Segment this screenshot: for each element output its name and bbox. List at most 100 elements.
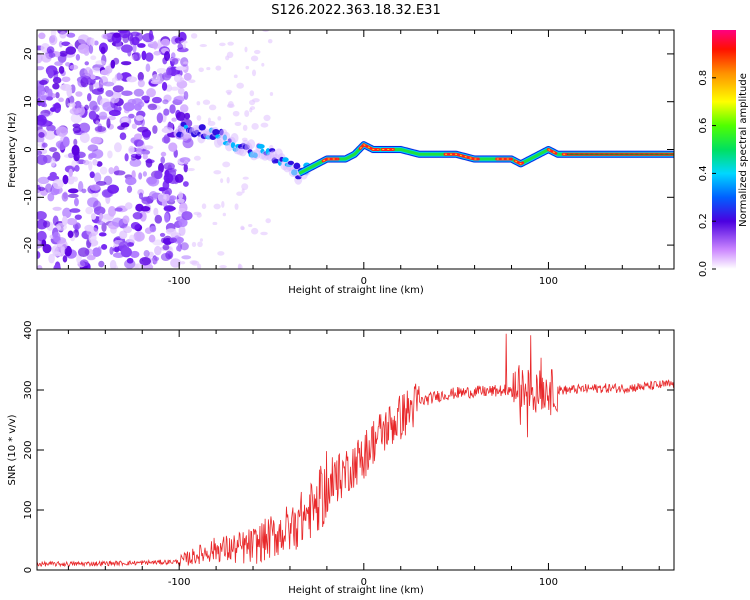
noise-blob [44, 130, 56, 140]
noise-blob [111, 77, 117, 84]
noise-blob [105, 89, 114, 97]
noise-blob [56, 239, 68, 251]
noise-blob [178, 191, 184, 200]
noise-blob [171, 52, 176, 59]
noise-blob [89, 100, 98, 111]
noise-blob [260, 122, 269, 128]
noise-blob [193, 155, 201, 161]
noise-blob [177, 43, 184, 50]
noise-blob [183, 43, 187, 50]
noise-blob [126, 257, 134, 264]
noise-blob [62, 207, 72, 219]
colorbar-gradient [712, 30, 736, 269]
noise-blob [136, 231, 141, 242]
noise-blob [250, 55, 259, 62]
noise-blob [121, 44, 133, 53]
noise-blob [72, 176, 78, 182]
noise-blob [249, 107, 253, 113]
noise-blob [152, 239, 164, 246]
noise-blob [59, 50, 68, 57]
noise-blob [212, 221, 218, 226]
snr-y-axis-label: SNR (10 * v/v) [7, 414, 18, 485]
noise-blob [171, 117, 177, 122]
ridge-blob [198, 124, 206, 131]
noise-blob [175, 111, 186, 121]
ridge-blob [183, 124, 188, 129]
snr-x-axis-label: Height of straight line (km) [288, 585, 424, 596]
noise-blob [66, 86, 73, 98]
noise-blob [242, 176, 249, 180]
colorbar-tick-label: 0.2 [698, 213, 709, 229]
noise-blob [164, 212, 170, 223]
noise-blob [42, 220, 51, 228]
noise-blob [232, 110, 240, 117]
noise-blob [253, 49, 261, 55]
noise-blob [59, 31, 67, 39]
noise-blob [46, 96, 54, 101]
noise-blob [97, 220, 104, 225]
noise-blob [149, 225, 157, 233]
noise-blob [249, 90, 255, 97]
noise-blob [53, 264, 61, 269]
noise-blob [165, 250, 174, 260]
noise-blob [61, 215, 68, 226]
noise-blob [48, 34, 58, 46]
snr-x-tick-label: -100 [168, 577, 191, 588]
noise-blob [116, 72, 122, 81]
noise-blob [82, 159, 90, 166]
noise-blob [101, 244, 108, 250]
noise-blob [119, 30, 131, 39]
noise-blob [67, 188, 79, 194]
noise-blob [58, 97, 64, 103]
noise-blob [90, 213, 97, 220]
noise-blob [65, 62, 71, 67]
noise-blob [159, 232, 166, 237]
ridge-peak-core [548, 149, 557, 154]
noise-blob [100, 46, 106, 55]
noise-blob [260, 231, 268, 236]
noise-blob [67, 178, 75, 185]
noise-blob [47, 68, 54, 79]
noise-blob [163, 205, 175, 213]
noise-blob [92, 159, 98, 166]
noise-blob [227, 41, 234, 46]
noise-blob [187, 167, 195, 172]
noise-blob [90, 74, 96, 80]
noise-blob [130, 250, 140, 258]
noise-blob [62, 255, 68, 263]
noise-blob [145, 52, 154, 62]
noise-blob [169, 196, 175, 203]
noise-blob [142, 145, 154, 150]
noise-blob [146, 87, 156, 98]
noise-blob [76, 107, 82, 114]
noise-blob [170, 258, 181, 268]
noise-blob [95, 181, 107, 186]
noise-blob [88, 110, 97, 120]
noise-blob [160, 38, 171, 47]
noise-blob [128, 113, 135, 119]
noise-blob [125, 202, 133, 210]
noise-blob [234, 121, 242, 126]
noise-blob [154, 170, 163, 180]
noise-blob [131, 123, 137, 129]
noise-blob [242, 124, 248, 132]
ridge-halo [247, 139, 256, 150]
noise-blob [108, 109, 121, 117]
ridge-blob [212, 128, 220, 136]
noise-blob [222, 212, 227, 217]
noise-blob [252, 98, 260, 103]
noise-blob [233, 74, 238, 79]
noise-blob [218, 42, 226, 47]
ridge-peak-core [359, 144, 379, 150]
noise-blob [53, 102, 62, 114]
noise-blob [100, 69, 109, 76]
colorbar: 0.0 0.2 0.4 0.6 0.8 Normalized spectral ampl… [698, 30, 749, 277]
noise-blob [91, 67, 102, 73]
noise-blob [178, 207, 186, 213]
noise-blob [37, 230, 47, 242]
noise-blob [106, 118, 111, 129]
noise-blob [128, 145, 135, 155]
noise-blob [97, 246, 102, 256]
